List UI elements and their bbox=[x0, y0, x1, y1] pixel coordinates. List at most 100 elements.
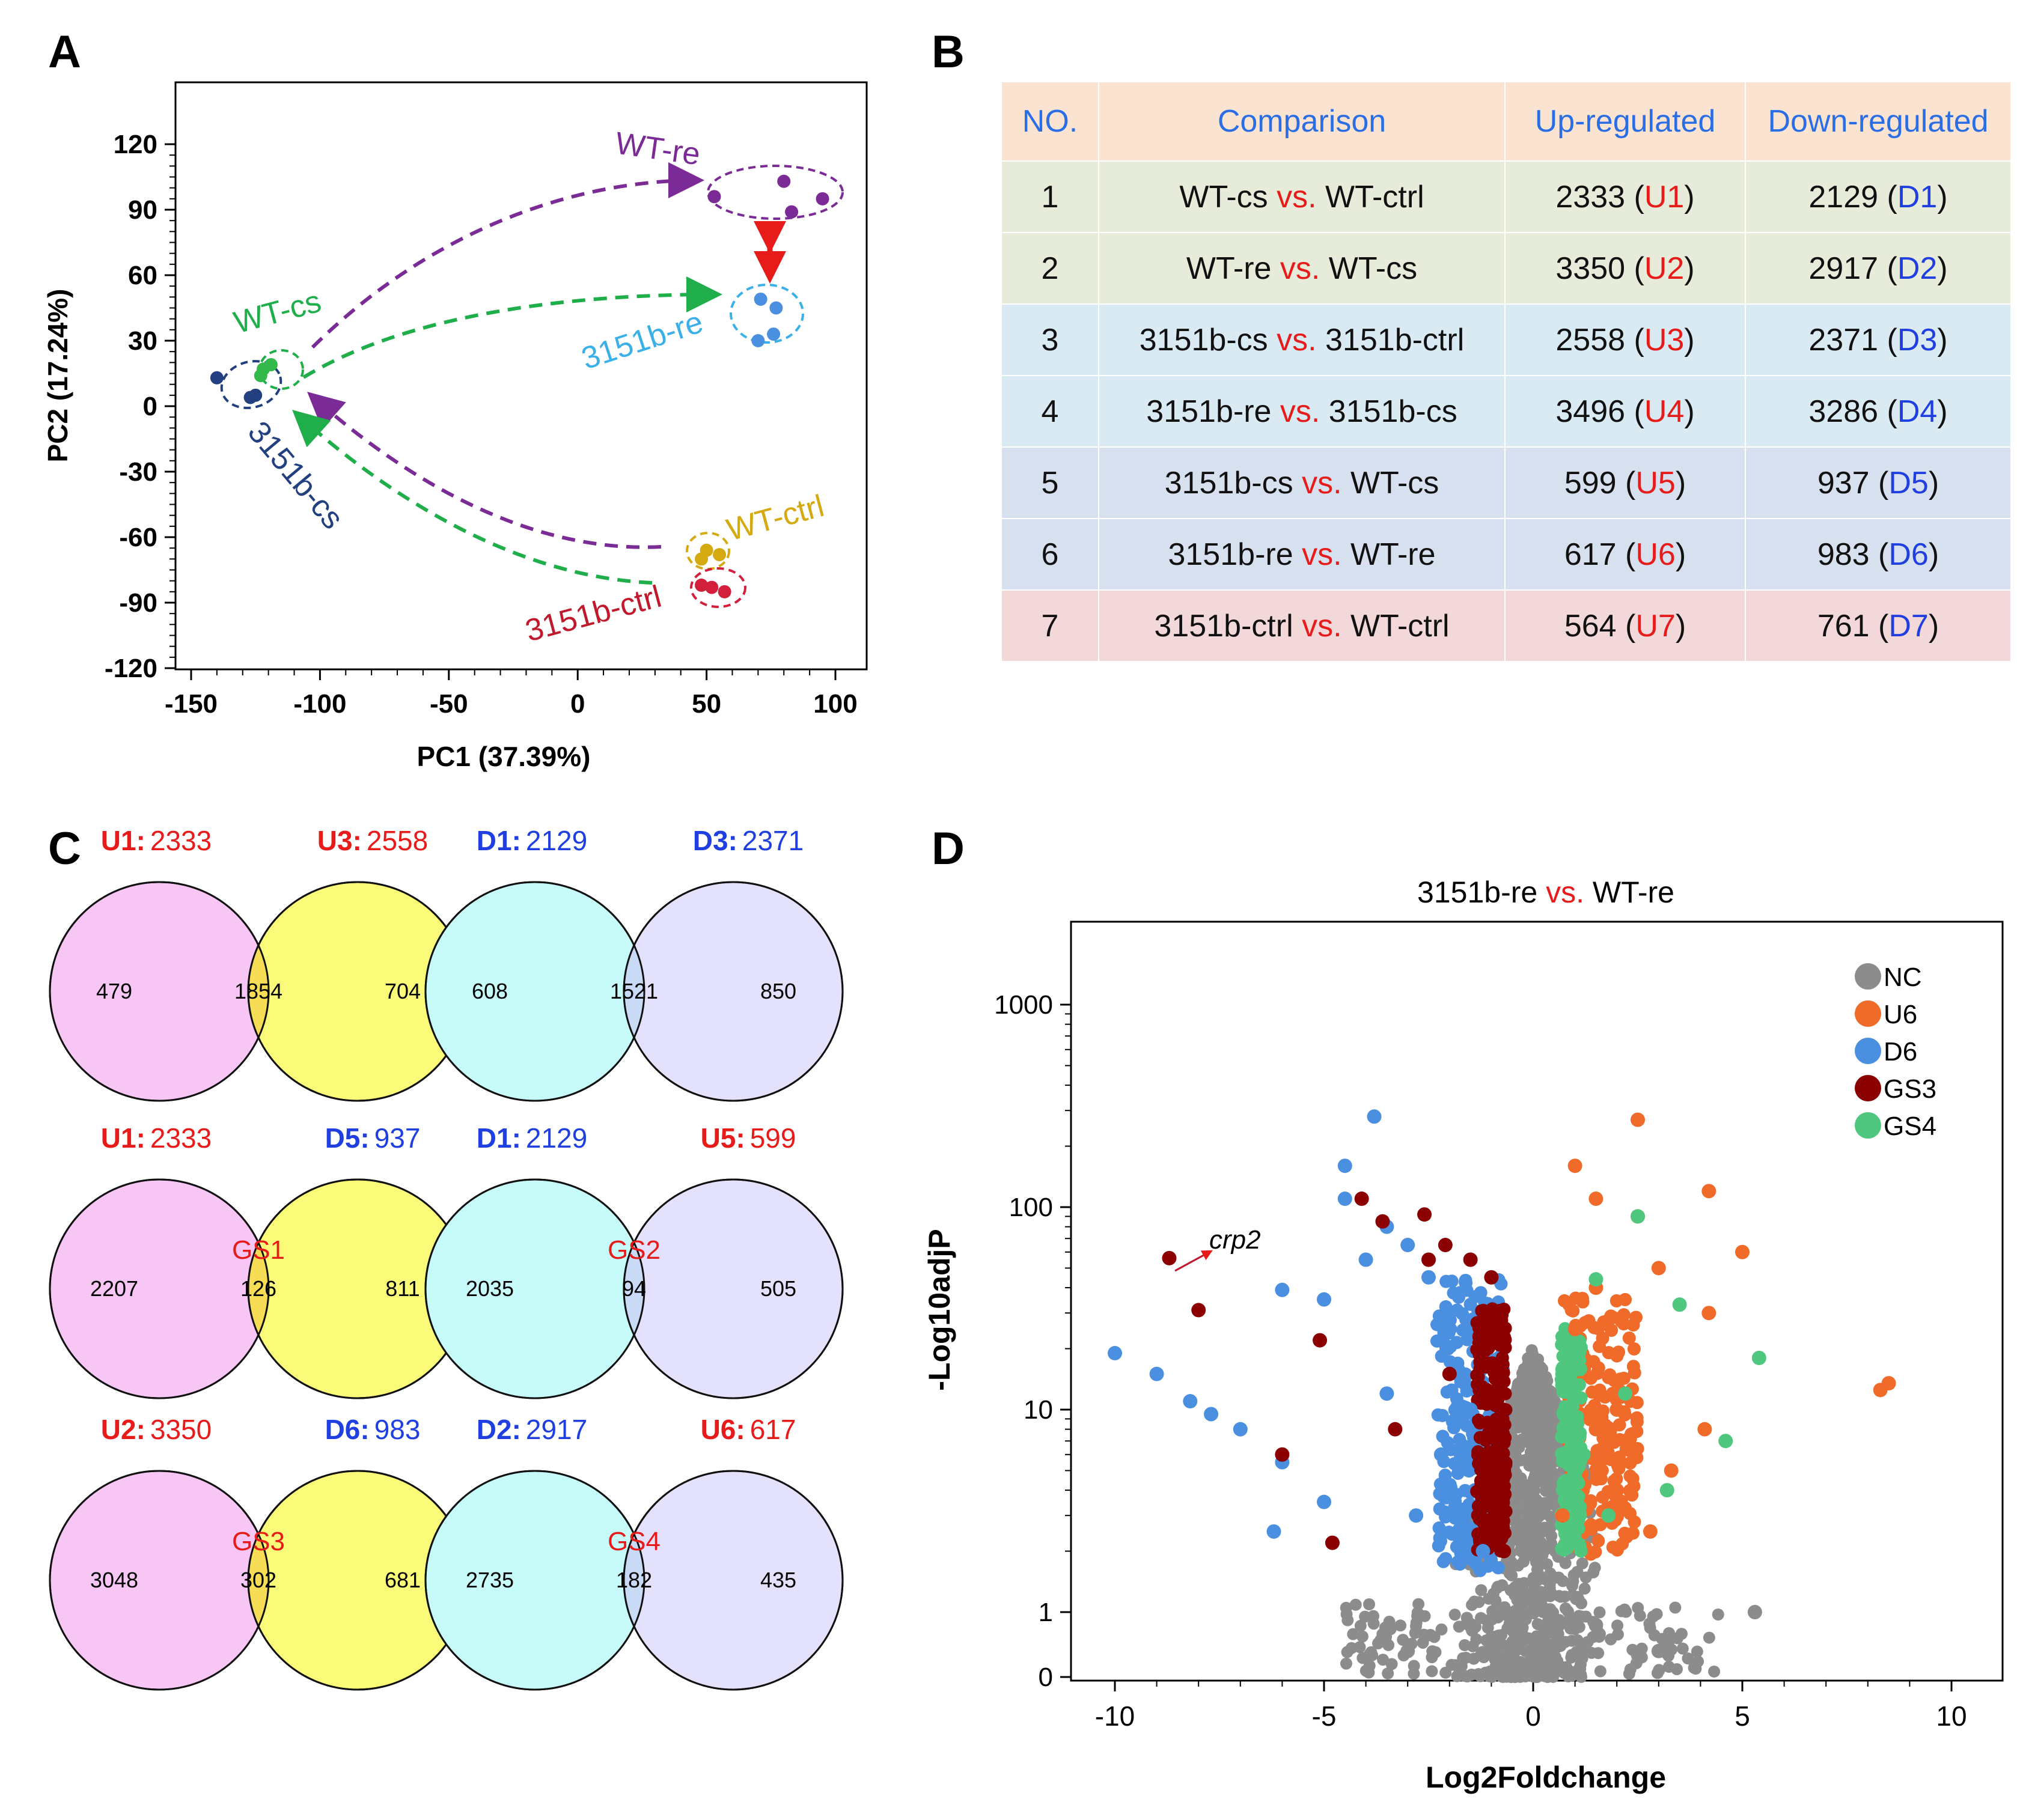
volcano-point bbox=[1443, 1478, 1457, 1491]
volcano-point bbox=[1525, 1375, 1537, 1388]
venn-left-title: D2: 2917 bbox=[477, 1414, 587, 1445]
table-row: 1 WT-cs vs. WT-ctrl 2333 (U1) 2129 (D1) bbox=[1001, 160, 2012, 233]
venn-right-only: 704 bbox=[385, 979, 421, 1003]
legend-marker bbox=[1855, 1038, 1881, 1064]
volcano-point bbox=[1556, 1453, 1570, 1467]
venn-right-total: 2558 bbox=[367, 825, 428, 856]
venn-right-title: D5: 937 bbox=[325, 1122, 421, 1154]
row-up: 3350 (U2) bbox=[1504, 232, 1746, 305]
comparison-b: WT-ctrl bbox=[1341, 608, 1450, 644]
comparison-b: 3151b-cs bbox=[1320, 394, 1457, 429]
venn-diagram: U2: 3350 D6: 983 3048 302 681 GS3 bbox=[49, 1414, 468, 1691]
legend-marker bbox=[1855, 963, 1881, 990]
volcano-point bbox=[1575, 1291, 1589, 1305]
volcano-point bbox=[1478, 1334, 1492, 1348]
volcano-x-tick-label: 5 bbox=[1735, 1700, 1750, 1732]
volcano-point bbox=[1531, 1618, 1544, 1630]
volcano-point bbox=[1545, 1538, 1558, 1550]
venn-left-total: 2129 bbox=[526, 1122, 587, 1154]
volcano-point bbox=[1747, 1605, 1762, 1619]
volcano-point bbox=[1463, 1252, 1478, 1267]
volcano-point bbox=[1545, 1521, 1557, 1533]
venn-left-outline bbox=[49, 1178, 270, 1399]
volcano-point bbox=[1433, 1447, 1448, 1462]
volcano-point bbox=[1340, 1657, 1352, 1670]
volcano-point bbox=[1108, 1346, 1122, 1361]
down-code: D6 bbox=[1888, 537, 1929, 572]
row-no: 2 bbox=[1001, 232, 1099, 305]
volcano-point bbox=[1459, 1639, 1471, 1652]
volcano-point bbox=[1497, 1321, 1512, 1336]
venn-left-title: D1: 2129 bbox=[477, 1122, 587, 1154]
volcano-point bbox=[1566, 1669, 1579, 1682]
volcano-point bbox=[1571, 1353, 1585, 1367]
venn-left-code: U2: bbox=[101, 1414, 145, 1445]
pca-axis-ticks: -150 -100 -50 0 50 100 120 90 60 30 0 -30 -60 -90 -120 bbox=[105, 130, 858, 719]
volcano-point bbox=[1513, 1454, 1526, 1467]
volcano-point bbox=[1451, 1670, 1463, 1682]
up-count: 2333 bbox=[1555, 179, 1626, 215]
pca-point bbox=[754, 292, 767, 306]
venn-right-only: 435 bbox=[760, 1568, 796, 1592]
volcano-point bbox=[1712, 1608, 1724, 1621]
venn-gene-set-label: GS3 bbox=[232, 1527, 285, 1556]
venn-right-circle bbox=[623, 1470, 844, 1691]
pca-point bbox=[718, 585, 731, 598]
row-no: 4 bbox=[1001, 375, 1099, 448]
venn-right-only: 681 bbox=[385, 1568, 421, 1592]
comparison-a: 3151b-cs bbox=[1139, 322, 1277, 358]
volcano-point bbox=[1538, 1637, 1553, 1652]
volcano-point bbox=[1488, 1665, 1501, 1678]
volcano-point bbox=[1534, 1586, 1547, 1598]
volcano-point bbox=[1474, 1612, 1487, 1624]
pca-point bbox=[816, 192, 829, 205]
volcano-point bbox=[1512, 1408, 1525, 1421]
volcano-point bbox=[1447, 1413, 1460, 1427]
volcano-point bbox=[1540, 1623, 1553, 1636]
comparison-a: 3151b-re bbox=[1168, 537, 1302, 572]
volcano-point bbox=[1643, 1618, 1656, 1630]
comparison-a: 3151b-ctrl bbox=[1154, 608, 1302, 644]
volcano-point bbox=[1612, 1461, 1626, 1475]
volcano-point bbox=[1670, 1663, 1683, 1675]
venn-left-code: D1: bbox=[477, 1122, 521, 1154]
volcano-point bbox=[1567, 1321, 1582, 1336]
volcano-point bbox=[1735, 1244, 1750, 1259]
volcano-point bbox=[1593, 1606, 1606, 1619]
volcano-point bbox=[1439, 1274, 1453, 1288]
venn-right-outline bbox=[623, 1178, 844, 1399]
volcano-point bbox=[1443, 1355, 1457, 1369]
pca-x-tick-label: 0 bbox=[570, 689, 585, 719]
volcano-point bbox=[1490, 1308, 1504, 1322]
volcano-point bbox=[1608, 1498, 1622, 1512]
up-count: 3496 bbox=[1555, 394, 1634, 429]
row-down: 2371 (D3) bbox=[1745, 303, 2012, 376]
header-no: NO. bbox=[1001, 81, 1099, 162]
volcano-point bbox=[1518, 1613, 1531, 1626]
volcano-point bbox=[1631, 1209, 1645, 1224]
venn-right-total: 2371 bbox=[742, 825, 804, 856]
venn-left-only: 608 bbox=[472, 979, 508, 1003]
venn-right-only: 505 bbox=[760, 1276, 796, 1301]
volcano-point bbox=[1626, 1360, 1640, 1374]
comparison-vs: vs. bbox=[1280, 251, 1320, 286]
volcano-point bbox=[1481, 1491, 1495, 1505]
volcano-point bbox=[1538, 1670, 1551, 1682]
down-code: D1 bbox=[1897, 179, 1938, 215]
volcano-point bbox=[1576, 1557, 1588, 1569]
venn-right-total: 599 bbox=[750, 1122, 796, 1154]
volcano-point bbox=[1595, 1410, 1609, 1424]
comparison-vs: vs. bbox=[1280, 394, 1320, 429]
pca-point bbox=[785, 205, 799, 219]
table-row: 7 3151b-ctrl vs. WT-ctrl 564 (U7) 761 (D7) bbox=[1001, 589, 2012, 662]
volcano-point bbox=[1442, 1326, 1456, 1340]
volcano-plot: 3151b-re vs. WT-re -10 -5 0 5 1010001001010 … bbox=[923, 875, 2004, 1794]
volcano-point bbox=[1562, 1605, 1574, 1618]
volcano-title-a: 3151b-re bbox=[1417, 875, 1546, 909]
venn-left-outline bbox=[49, 881, 270, 1102]
volcano-point bbox=[1573, 1538, 1587, 1551]
volcano-point bbox=[1497, 1544, 1512, 1559]
volcano-point bbox=[1475, 1544, 1491, 1559]
pca-point bbox=[695, 578, 709, 592]
